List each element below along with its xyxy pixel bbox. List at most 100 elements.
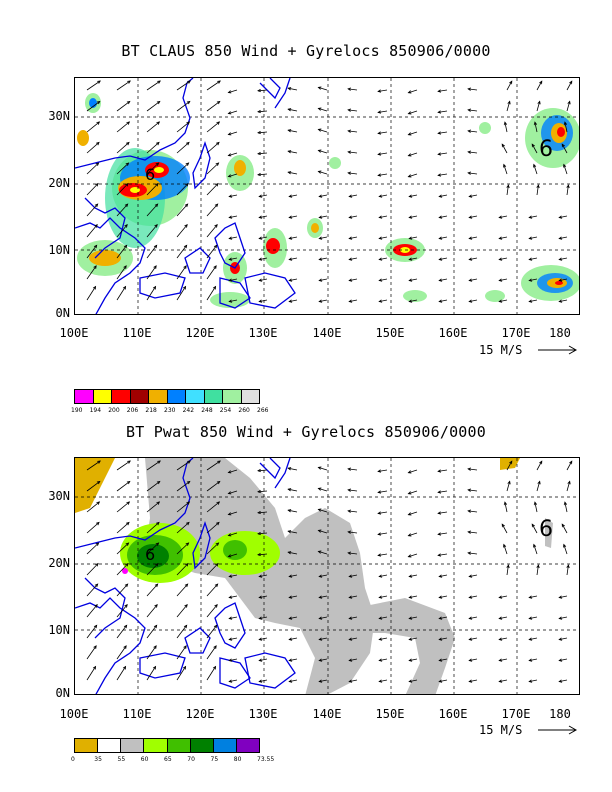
wind-vector [86,286,96,301]
wind-vector [206,481,221,492]
wind-vector-head [407,554,412,558]
wind-vector-head [437,131,442,135]
wind-vector [439,299,448,302]
wind-vector-head [561,523,565,528]
wind-vector-head [408,637,413,641]
wind-vector-head [468,215,473,219]
wind-vector [439,278,448,281]
wind-vector [176,604,188,618]
wind-vector [289,194,298,197]
colorbar-label: 206 [126,407,139,414]
wind-vector [559,595,568,598]
wind-vector [206,522,220,534]
wind-vector-head [257,531,261,536]
wind-vector-head [377,89,382,93]
wind-vector-head [437,511,442,515]
wind-vector [116,481,131,492]
wind-vector [468,151,478,154]
wind-vector [468,510,478,513]
wind-vector [176,460,191,471]
wind-vector-head [468,637,473,641]
wind-vector-head [467,108,472,112]
colorbar-label: 200 [108,407,120,414]
wind-vector [559,236,568,239]
panel1-ref-vector-label: 15 M/S [479,343,523,357]
wind-vector-head [227,512,232,516]
wind-vector [409,236,418,239]
wind-vector [408,532,418,537]
wind-vector [564,502,568,513]
colorbar-swatch [149,390,168,403]
wind-vector-head [531,143,535,148]
wind-vector [116,583,128,597]
wind-vector-head [212,285,217,290]
wind-vector [378,89,388,92]
wind-vector-head [563,121,568,126]
wind-vector [146,286,156,301]
wind-vector-head [186,100,191,105]
wind-vector-head [348,616,353,620]
wind-vector [289,257,298,260]
wind-vector [86,183,99,196]
wind-vector-head [506,184,510,189]
wind-vector [146,583,158,597]
panel1-ref-vector-arrow [538,345,578,355]
wind-vector [439,679,448,682]
wind-vector-head [317,508,322,512]
wind-vector-head [287,467,292,471]
wind-vector-head [95,542,100,546]
wind-vector [318,551,328,555]
colorbar-label: 194 [89,407,102,414]
wind-vector [468,172,478,175]
wind-vector-head [123,624,128,629]
wind-vector [566,481,571,492]
wind-vector [116,162,129,175]
colorbar-swatch [213,739,237,752]
wind-vector [469,257,478,260]
wind-vector-head [348,236,353,240]
wind-vector [228,89,238,93]
wind-vector-head [125,141,130,146]
wind-vector-head [185,141,190,146]
wind-vector-head [498,215,503,219]
wind-vector [468,552,478,555]
wind-vector [259,236,268,239]
wind-vector [499,595,508,598]
wind-vector-head [317,487,322,491]
wind-vector [349,215,358,218]
wind-vector-head [498,299,503,303]
wind-vector-head [347,108,352,112]
wind-vector-head [467,530,472,534]
wind-vector [409,278,418,281]
wind-vector [506,101,511,112]
wind-vector [319,257,328,260]
wind-vector-head [317,550,322,554]
wind-vector [534,122,538,133]
wind-vector-head [257,130,261,135]
wind-vector [468,468,478,471]
wind-vector-head [378,299,383,303]
wind-vector [506,461,513,471]
wind-vector-head [213,244,218,249]
wind-vector [206,625,218,639]
panel1-ytick: 10N [48,243,70,257]
wind-vector-head [217,460,221,464]
wind-vector-head [258,299,263,303]
wind-vector-head [97,460,101,464]
wind-vector-head [437,89,442,93]
wind-vector-head [468,299,473,303]
wind-vector [378,469,388,472]
wind-vector-head [227,90,232,94]
wind-vector-head [377,110,382,114]
wind-vector-head [258,257,263,261]
wind-vector-head [156,121,161,125]
wind-vector-head [287,150,292,154]
panel2-gyre-marker: 6 [539,517,553,542]
wind-vector-head [536,184,540,189]
wind-vector-head [566,184,570,189]
colorbar-label: 260 [238,407,250,414]
panel1-ytick: 30N [48,109,70,123]
panel1-xtick: 100E [59,326,89,340]
panel1-colorbar [74,389,260,404]
wind-vector-head [183,645,187,649]
